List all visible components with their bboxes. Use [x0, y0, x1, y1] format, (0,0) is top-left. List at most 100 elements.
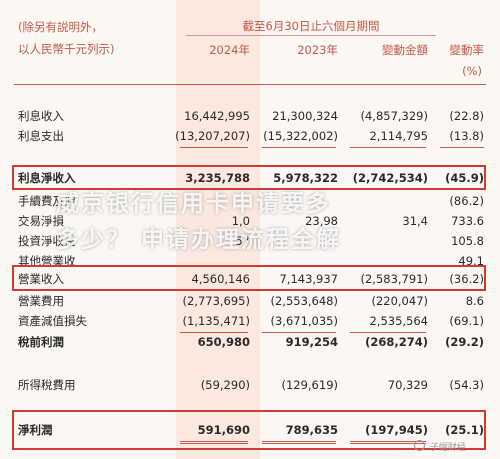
- column-header-rate: 變動率: [449, 43, 485, 57]
- cell-rate: (13.8): [449, 129, 484, 143]
- cell-change: 70,329: [387, 378, 428, 392]
- watermark-line2: 多少？ 申请办理流程全解: [56, 227, 342, 253]
- row-label: 手續費及佣: [18, 194, 76, 208]
- row-label: 交易淨損: [18, 214, 64, 228]
- row-label: 營業費用: [18, 294, 64, 308]
- table-row-operating-expense: 營業費用 (2,773,695) (2,553,648) (220,047) 8…: [0, 291, 500, 311]
- cell-2023: 21,300,324: [272, 109, 338, 123]
- total-double-rule: [262, 441, 336, 444]
- brand-name: 子帽财经: [429, 443, 466, 453]
- highlight-column-2024: [176, 0, 260, 459]
- table-row-interest-income: 利息收入 16,442,995 21,300,324 (4,857,329) (…: [0, 106, 500, 126]
- cell-2023: 7,143,937: [279, 272, 338, 286]
- cell-2023: (129,619): [281, 378, 338, 392]
- cell-2024: 16,442,995: [184, 109, 250, 123]
- cell-2024: 1,0: [231, 214, 250, 228]
- cell-rate: (36.2): [449, 272, 484, 286]
- cell-change: 2,535,564: [369, 314, 428, 328]
- unit-note-line1: (除另有説明外，: [18, 20, 103, 34]
- table-row-trading: 交易淨損 1,0 23,98 31,4 733.6: [0, 211, 500, 231]
- cell-rate: (22.8): [449, 109, 484, 123]
- subtotal-rule: [180, 147, 248, 148]
- unit-note-line2: 以人民幣千元列示): [18, 42, 115, 56]
- cell-2023: (3,671,035): [270, 314, 338, 328]
- cell-2023: 919,254: [285, 335, 338, 349]
- cell-rate: (29.2): [445, 335, 484, 349]
- row-label: 淨利潤: [18, 423, 53, 437]
- cell-rate: 733.6: [451, 214, 484, 228]
- brand-mark: 子帽财经: [414, 440, 466, 453]
- table-row-other-income: 其他營業收 49.1: [0, 251, 500, 271]
- cell-2024: (59,290): [200, 378, 250, 392]
- row-label: 所得稅費用: [18, 378, 76, 392]
- cell-change: 2,114,795: [369, 129, 428, 143]
- table-row-fees: 手續費及佣 (86.2): [0, 191, 500, 211]
- table-row-net-interest-income: 利息淨收入 3,235,788 5,978,322 (2,742,534) (4…: [0, 168, 500, 188]
- period-underline: [186, 35, 436, 36]
- cell-2024: 650,980: [197, 335, 250, 349]
- table-row-net-profit: 淨利潤 591,690 789,635 (197,945) (25.1): [0, 420, 500, 440]
- brand-logo-icon: [414, 440, 425, 451]
- row-label: 其他營業收: [18, 254, 76, 268]
- cell-rate: (54.3): [449, 378, 484, 392]
- cell-2023: (15,322,002): [263, 129, 338, 143]
- highlight-box-net-interest: [12, 165, 486, 190]
- cell-rate: (25.1): [445, 423, 484, 437]
- cell-2024: (2,773,695): [182, 294, 250, 308]
- watermark-line1: 威京银行信用卡申请要多: [56, 191, 331, 217]
- subtotal-rule: [350, 332, 426, 333]
- header-rule: [14, 84, 486, 85]
- table-row-impairment: 資產減值損失 (1,135,471) (3,671,035) 2,535,564…: [0, 311, 500, 331]
- cell-2024: (1,135,471): [182, 314, 250, 328]
- cell-2023: (2,553,648): [270, 294, 338, 308]
- row-label: 投資淨收益: [18, 234, 76, 248]
- total-double-rule: [350, 441, 426, 444]
- cell-2023: 23,98: [305, 214, 338, 228]
- row-label: 稅前利潤: [18, 335, 64, 349]
- column-header-2023: 2023年: [297, 43, 338, 57]
- cell-rate: (45.9): [445, 171, 484, 185]
- unit-note: (除另有説明外， 以人民幣千元列示): [18, 16, 115, 60]
- subtotal-rule: [440, 147, 484, 148]
- table-row-income-tax: 所得稅費用 (59,290) (129,619) 70,329 (54.3): [0, 375, 500, 395]
- highlight-box-net-profit: [12, 410, 486, 450]
- cell-change: (197,945): [365, 423, 428, 437]
- row-label: 資產減值損失: [18, 314, 87, 328]
- watermark-overlay: 威京银行信用卡申请要多 多少？ 申请办理流程全解: [56, 186, 496, 258]
- cell-2024: 591,690: [197, 423, 250, 437]
- row-label: 營業收入: [18, 272, 64, 286]
- subtotal-rule: [350, 147, 426, 148]
- cell-2024: 3,235,788: [185, 171, 250, 185]
- cell-2024: 57: [235, 234, 250, 248]
- period-heading: 截至6月30日止六個月期間: [242, 19, 380, 33]
- table-row-investment: 投資淨收益 57 105.8: [0, 231, 500, 251]
- cell-change: (268,274): [365, 335, 428, 349]
- cell-rate: (69.1): [449, 314, 484, 328]
- cell-rate: 8.6: [465, 294, 484, 308]
- column-header-2024: 2024年: [209, 43, 250, 57]
- row-label: 利息淨收入: [18, 171, 76, 185]
- row-label: 利息收入: [18, 109, 64, 123]
- cell-change: (2,742,534): [352, 171, 428, 185]
- cell-change: 31,4: [402, 214, 428, 228]
- highlight-box-operating-income: [12, 265, 486, 291]
- cell-2023: 5,978,322: [273, 171, 338, 185]
- cell-rate: (86.2): [449, 194, 484, 208]
- cell-rate: 105.8: [451, 234, 484, 248]
- column-header-change: 變動金額: [382, 43, 428, 57]
- table-row-operating-income: 營業收入 4,560,146 7,143,937 (2,583,791) (36…: [0, 269, 500, 289]
- cell-2023: 789,635: [285, 423, 338, 437]
- cell-rate: 49.1: [458, 254, 484, 268]
- cell-2024: (13,207,207): [175, 129, 250, 143]
- total-double-rule: [180, 441, 248, 444]
- cell-change: (220,047): [371, 294, 428, 308]
- row-label: 利息支出: [18, 129, 64, 143]
- table-row-interest-expense: 利息支出 (13,207,207) (15,322,002) 2,114,795…: [0, 126, 500, 146]
- subtotal-rule: [262, 332, 336, 333]
- table-row-pretax-profit: 稅前利潤 650,980 919,254 (268,274) (29.2): [0, 332, 500, 352]
- cell-change: (4,857,329): [360, 109, 428, 123]
- cell-change: (2,583,791): [360, 272, 428, 286]
- cell-2024: 4,560,146: [191, 272, 250, 286]
- subtotal-rule: [180, 332, 248, 333]
